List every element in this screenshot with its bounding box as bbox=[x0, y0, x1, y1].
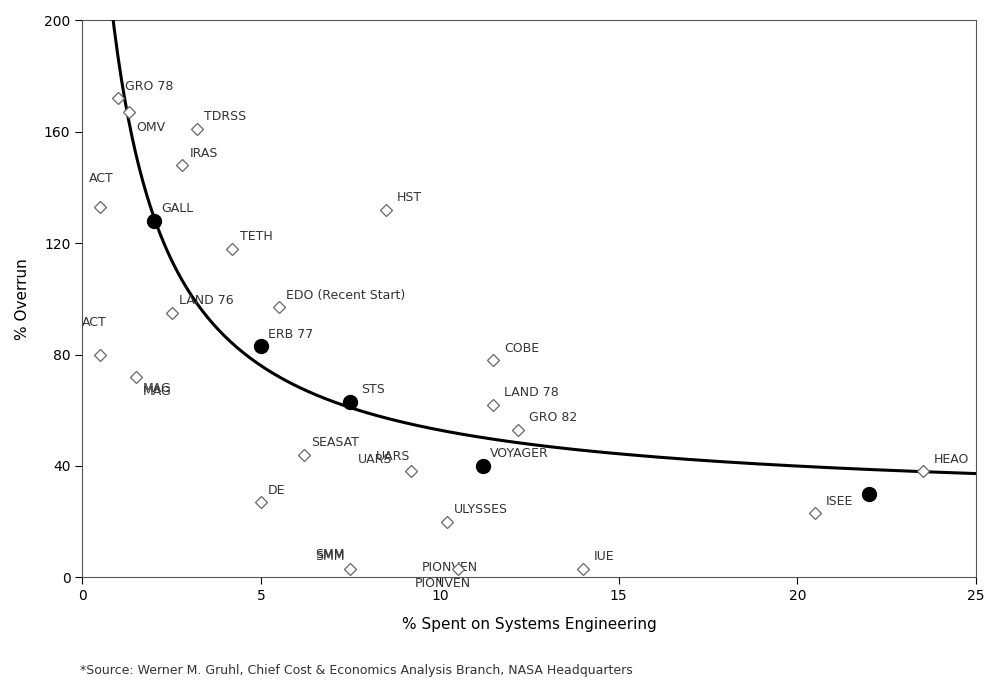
Text: ACT: ACT bbox=[82, 317, 107, 330]
Text: IRAS: IRAS bbox=[189, 146, 218, 159]
Text: STS: STS bbox=[361, 383, 385, 396]
Text: IUE: IUE bbox=[594, 550, 614, 563]
Text: MAG: MAG bbox=[143, 385, 172, 398]
Text: ULYSSES: ULYSSES bbox=[454, 503, 508, 516]
Text: SMM: SMM bbox=[315, 548, 344, 560]
Text: HST: HST bbox=[397, 191, 422, 204]
Text: *Source: Werner M. Gruhl, Chief Cost & Economics Analysis Branch, NASA Headquart: *Source: Werner M. Gruhl, Chief Cost & E… bbox=[80, 664, 633, 677]
Text: SEASAT: SEASAT bbox=[311, 437, 359, 449]
X-axis label: % Spent on Systems Engineering: % Spent on Systems Engineering bbox=[402, 617, 657, 632]
Text: TETH: TETH bbox=[240, 230, 272, 243]
Y-axis label: % Overrun: % Overrun bbox=[15, 258, 30, 340]
Text: MAG: MAG bbox=[143, 383, 172, 396]
Text: UARS: UARS bbox=[358, 453, 392, 466]
Text: ERB 77: ERB 77 bbox=[268, 328, 313, 340]
Text: LAND 76: LAND 76 bbox=[179, 294, 233, 307]
Text: TDRSS: TDRSS bbox=[204, 110, 246, 123]
Text: LAND 78: LAND 78 bbox=[504, 386, 559, 399]
Text: SMM: SMM bbox=[315, 550, 344, 563]
Text: VOYAGER: VOYAGER bbox=[490, 447, 549, 460]
Text: ISEE: ISEE bbox=[826, 494, 853, 507]
Text: UARS: UARS bbox=[375, 450, 410, 463]
Text: GRO 82: GRO 82 bbox=[529, 411, 577, 424]
Text: GRO 78: GRO 78 bbox=[125, 80, 173, 93]
Text: ACT: ACT bbox=[89, 172, 114, 185]
Text: PIONVEN: PIONVEN bbox=[415, 577, 471, 590]
Text: HEAO: HEAO bbox=[933, 453, 969, 466]
Text: GALL: GALL bbox=[161, 202, 193, 215]
Text: EDO (Recent Start): EDO (Recent Start) bbox=[286, 289, 405, 302]
Text: OMV: OMV bbox=[136, 121, 165, 133]
Text: PIONVEN: PIONVEN bbox=[422, 560, 478, 573]
Text: COBE: COBE bbox=[504, 342, 539, 355]
Text: DE: DE bbox=[268, 484, 286, 496]
